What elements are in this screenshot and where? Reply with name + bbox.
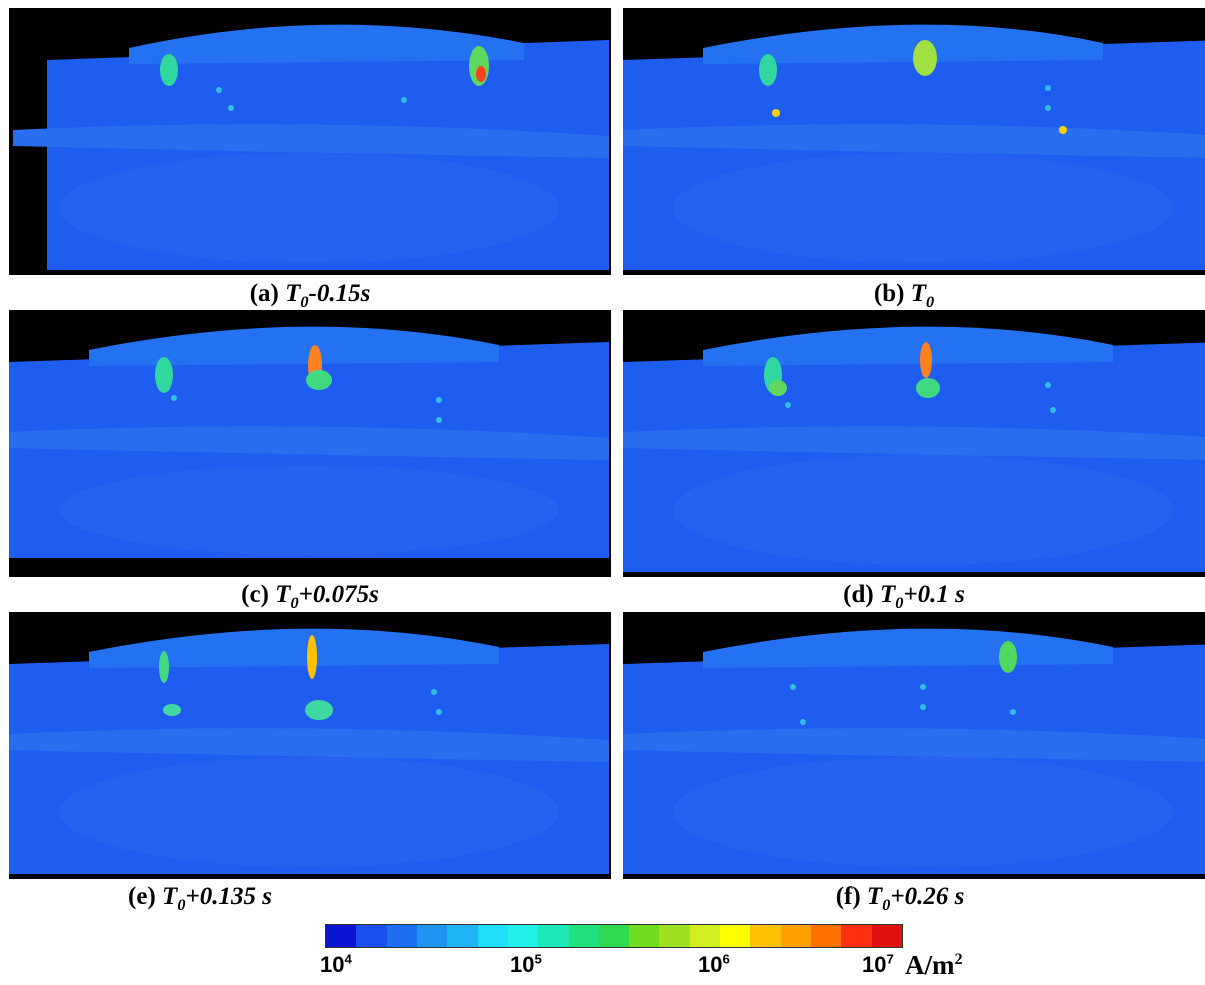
panel-letter: (f) xyxy=(835,883,861,910)
colorbar-tick-1e7: 107 xyxy=(862,951,894,977)
current-density-field-a xyxy=(9,8,611,275)
colorbar-segment xyxy=(841,925,872,947)
time-subscript: 0 xyxy=(290,594,299,612)
colorbar-segment xyxy=(326,925,357,947)
caption-b: (b) T0 xyxy=(603,279,1205,311)
panel-letter: (b) xyxy=(873,280,905,307)
colorbar-segment xyxy=(447,925,478,947)
time-offset: +0.1 s xyxy=(903,581,965,608)
colorbar-segment xyxy=(750,925,781,947)
caption-c: (c) T0+0.075s xyxy=(9,580,611,612)
time-offset: +0.075s xyxy=(298,581,379,608)
time-symbol: T xyxy=(285,280,301,307)
panel-letter: (e) xyxy=(128,883,156,910)
colorbar-segment xyxy=(689,925,721,947)
current-density-field-b xyxy=(623,8,1205,275)
caption-a: (a) T0-0.15s xyxy=(9,279,611,311)
colorbar-segment xyxy=(416,925,448,947)
current-density-field-c xyxy=(9,310,611,577)
time-symbol: T xyxy=(879,581,896,608)
colorbar-segment xyxy=(538,925,569,947)
time-subscript: 0 xyxy=(895,594,904,612)
panel-c xyxy=(9,310,611,577)
panel-letter: (c) xyxy=(241,581,269,608)
time-subscript: 0 xyxy=(177,896,186,914)
panel-letter: (d) xyxy=(843,581,874,608)
current-density-field-e xyxy=(9,612,611,879)
panel-b xyxy=(623,8,1205,275)
time-subscript: 0 xyxy=(882,896,891,914)
colorbar-segment xyxy=(720,925,751,947)
colorbar-unit: A/m2 xyxy=(905,950,963,980)
colorbar-tick-1e5: 105 xyxy=(510,951,542,977)
time-symbol: T xyxy=(275,581,291,608)
caption-f: (f) T0+0.26 s xyxy=(700,882,1100,914)
colorbar-tick-1e4: 104 xyxy=(320,951,352,977)
colorbar-segment xyxy=(780,925,811,947)
time-subscript: 0 xyxy=(300,293,309,311)
current-density-field-f xyxy=(623,612,1205,879)
time-subscript: 0 xyxy=(925,293,935,311)
panel-e xyxy=(9,612,611,879)
time-offset: +0.135 s xyxy=(185,883,272,910)
time-offset: -0.15s xyxy=(308,280,371,307)
colorbar-segment xyxy=(477,925,508,947)
colorbar-segment xyxy=(568,925,599,947)
time-symbol: T xyxy=(162,883,178,910)
panel-f xyxy=(623,612,1205,879)
colorbar-segment xyxy=(386,925,417,947)
colorbar-segment xyxy=(659,925,690,947)
colorbar xyxy=(325,924,903,948)
caption-e: (e) T0+0.135 s xyxy=(0,882,400,914)
colorbar-tick-1e6: 106 xyxy=(698,951,730,977)
colorbar-segment xyxy=(598,925,630,947)
time-symbol: T xyxy=(866,883,883,910)
time-offset: +0.26 s xyxy=(890,883,965,910)
panel-d xyxy=(623,310,1205,577)
colorbar-segment xyxy=(811,925,842,947)
panel-a xyxy=(9,8,611,275)
current-density-field-d xyxy=(623,310,1205,577)
colorbar-segment xyxy=(507,925,539,947)
time-symbol: T xyxy=(910,280,926,307)
panel-letter: (a) xyxy=(249,280,279,307)
colorbar-segment xyxy=(871,925,902,947)
colorbar-segment xyxy=(356,925,387,947)
caption-d: (d) T0+0.1 s xyxy=(603,580,1205,612)
colorbar-segment xyxy=(629,925,660,947)
